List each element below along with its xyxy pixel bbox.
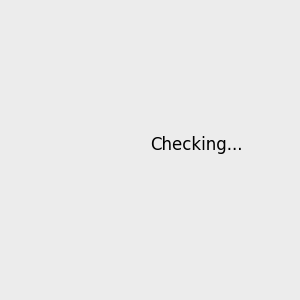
Text: Checking...: Checking... bbox=[150, 136, 242, 154]
